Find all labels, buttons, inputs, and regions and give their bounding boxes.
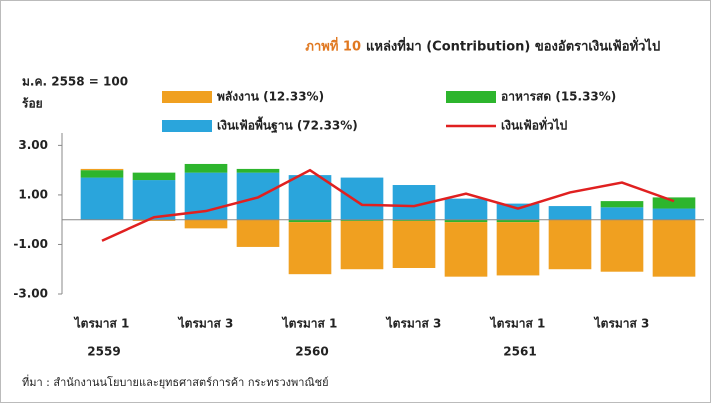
y-axis-label: ร้อย (22, 97, 43, 111)
legend-swatch (162, 91, 212, 103)
bar-segment (80, 170, 124, 178)
x-tick-label: ไตรมาส 1 (281, 316, 338, 331)
chart-title: แหล่งที่มา (Contribution) ของอัตราเงินเฟ… (366, 37, 660, 55)
bar-segment (236, 219, 280, 247)
base-note: ม.ค. 2558 = 100 (22, 75, 128, 89)
bar-segment (80, 177, 124, 220)
bar-segment (184, 163, 228, 173)
y-tick-label: 1.00 (18, 187, 48, 201)
legend-swatch (446, 91, 496, 103)
bar-segment (652, 208, 696, 220)
bar-segment (444, 198, 488, 220)
bar-segment (600, 201, 644, 208)
bar-segment (132, 219, 176, 221)
y-tick-label: -3.00 (13, 287, 48, 301)
legend-swatch (162, 120, 212, 132)
legend-label: พลังงาน (12.33%) (217, 90, 324, 104)
bar-segment (444, 219, 488, 223)
year-label: 2561 (503, 345, 536, 359)
bar-segment (132, 172, 176, 181)
bar-segment (548, 219, 592, 270)
bar-segment (600, 219, 644, 272)
y-tick-label: 3.00 (18, 138, 48, 152)
bar-segment (288, 222, 332, 275)
x-tick-label: ไตรมาส 3 (177, 316, 234, 331)
legend-label: อาหารสด (15.33%) (501, 90, 616, 104)
source: ที่มา : สำนักงานนโยบายและยุทธศาสตร์การค้… (22, 374, 329, 389)
bar-segment (340, 220, 384, 270)
bar-segment (236, 168, 280, 173)
bar-segment (652, 197, 696, 209)
bar-segment (288, 219, 332, 223)
bar-segment (392, 220, 436, 268)
bar-segment (80, 168, 124, 171)
bar-segment (132, 180, 176, 220)
x-tick-label: ไตรมาส 3 (593, 316, 650, 331)
x-tick-label: ไตรมาส 3 (385, 316, 442, 331)
year-label: 2559 (87, 345, 120, 359)
bar-segment (340, 177, 384, 220)
x-tick-label: ไตรมาส 1 (73, 316, 130, 331)
bar-segment (496, 222, 540, 276)
bar-segment (340, 219, 384, 221)
y-tick-label: -1.00 (13, 237, 48, 251)
bar-segment (288, 175, 332, 220)
bar-segment (392, 219, 436, 221)
bar-segment (600, 207, 644, 220)
legend-label: เงินเฟ้อพื้นฐาน (72.33%) (217, 116, 358, 134)
bar-segment (184, 219, 228, 229)
bar-segment (496, 219, 540, 223)
line-series (101, 168, 675, 242)
year-label: 2560 (295, 345, 328, 359)
bar-segment (444, 222, 488, 277)
bar-segment (652, 219, 696, 277)
bar-segment (548, 206, 592, 220)
x-tick-label: ไตรมาส 1 (489, 316, 546, 331)
legend-label: เงินเฟ้อทั่วไป (501, 117, 568, 133)
bar-segment (496, 203, 540, 220)
figure-label: ภาพที่ 10 (305, 37, 361, 55)
